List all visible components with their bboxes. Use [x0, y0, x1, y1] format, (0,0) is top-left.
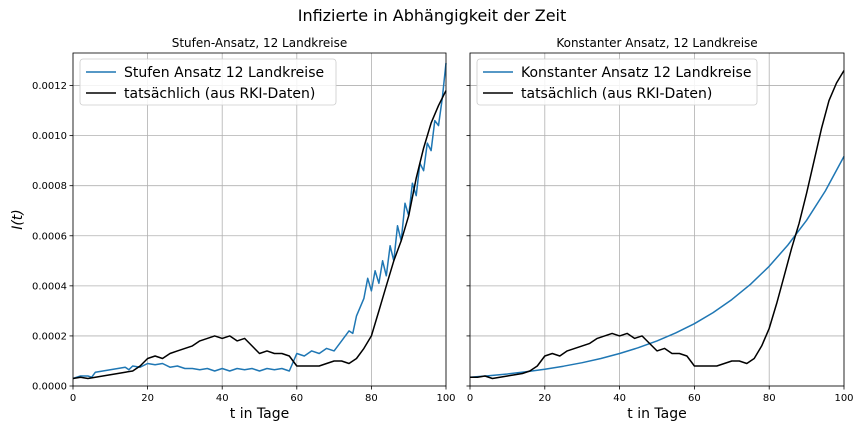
x-axis-label: t in Tage	[627, 406, 686, 422]
series-line-1	[72, 90, 447, 380]
axes-frame	[72, 52, 447, 387]
y-tick-label: 0.0006	[32, 231, 67, 242]
figure-suptitle: Infizierte in Abhängigkeit der Zeit	[298, 6, 567, 25]
x-tick-label: 60	[290, 393, 303, 404]
y-axis-label: I(t)	[10, 209, 26, 230]
legend-box	[476, 58, 758, 106]
x-tick-label: 20	[538, 393, 551, 404]
x-tick-label: 80	[763, 393, 776, 404]
x-tick-label: 100	[834, 393, 853, 404]
series-line-0	[72, 62, 447, 380]
legend-box	[79, 58, 337, 106]
x-tick-label: 40	[613, 393, 626, 404]
right-panel: 0 20 40 60 80 100 Konstanter Ansatz, 12 Landkr…	[466, 36, 854, 422]
legend-entry: tatsächlich (aus RKI-Daten)	[124, 86, 315, 102]
x-tick-label: 20	[141, 393, 154, 404]
left-panel: 0 20 40 60 80 100 0.0000 0.0002 0.0004 0.0006 0.00…	[10, 36, 456, 422]
x-tick-label: 40	[216, 393, 229, 404]
axes-frame	[469, 52, 845, 387]
x-tick-label: 80	[365, 393, 378, 404]
x-tick-label: 0	[70, 393, 76, 404]
x-tick-label: 100	[436, 393, 455, 404]
x-tick-label: 60	[688, 393, 701, 404]
panel-title: Stufen-Ansatz, 12 Landkreise	[172, 36, 348, 50]
y-tick-label: 0.0008	[32, 181, 67, 192]
legend: Stufen Ansatz 12 Landkreise tatsächlich (…	[79, 58, 337, 106]
y-tick-label: 0.0010	[32, 131, 67, 142]
x-axis-label: t in Tage	[230, 406, 289, 422]
legend-entry: Konstanter Ansatz 12 Landkreise	[521, 65, 751, 81]
series-line-1	[470, 70, 845, 380]
legend-entry: tatsächlich (aus RKI-Daten)	[521, 86, 712, 102]
y-tick-label: 0.0004	[32, 281, 67, 292]
panel-title: Konstanter Ansatz, 12 Landkreise	[556, 36, 757, 50]
y-tick-label: 0.0012	[32, 81, 67, 92]
legend-entry: Stufen Ansatz 12 Landkreise	[124, 65, 324, 81]
series-line-0	[469, 156, 845, 378]
y-tick-label: 0.0002	[32, 331, 67, 342]
x-tick-label: 0	[467, 393, 473, 404]
legend: Konstanter Ansatz 12 Landkreise tatsächli…	[476, 58, 758, 106]
y-tick-label: 0.0000	[32, 382, 67, 393]
